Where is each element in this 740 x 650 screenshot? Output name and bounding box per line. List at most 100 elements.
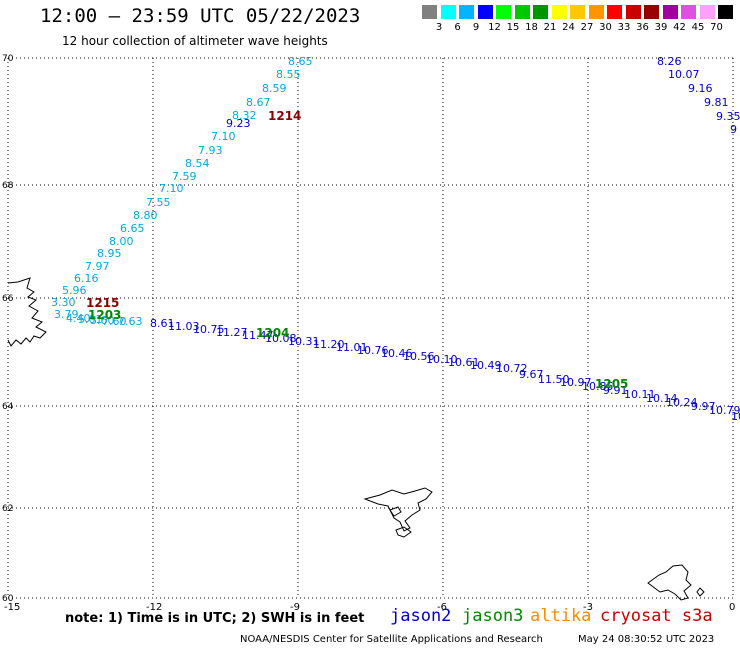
swh-value-blue: 10.08 <box>265 332 297 345</box>
pass-time-label: 1205 <box>595 377 628 391</box>
swh-value-blue: 10.07 <box>668 68 700 81</box>
swh-value-cyan: 7.60 <box>102 315 127 328</box>
scale-swatch <box>533 5 548 19</box>
swh-value-blue: 10.79 <box>709 404 740 417</box>
latitude-label: 60 <box>2 594 14 604</box>
scale-label: 15 <box>506 22 520 33</box>
swh-value-cyan: 7.97 <box>85 260 110 273</box>
swh-value-blue: 10 <box>731 410 740 423</box>
scale-label: 33 <box>617 22 631 33</box>
swh-value-cyan: 8.95 <box>97 247 122 260</box>
swh-value-blue: 10.10 <box>426 353 458 366</box>
swh-value-blue: 10.24 <box>666 396 698 409</box>
scale-swatch <box>514 5 530 19</box>
swh-value-blue: 11.01 <box>336 341 368 354</box>
longitude-labels: -15 -12 -9 -6 -3 0 <box>4 602 735 613</box>
swh-value-cyan: 7.63 <box>118 315 143 328</box>
swh-value-blue: 9.97 <box>691 400 716 413</box>
altimeter-tracks: 8.658.558.598.678.327.107.938.547.597.10… <box>51 55 740 423</box>
generated-timestamp: May 24 08:30:52 UTC 2023 <box>578 634 715 645</box>
longitude-label: -3 <box>583 602 593 613</box>
pass-time-label: 1214 <box>268 109 301 123</box>
swh-value-blue: 10.75 <box>193 323 225 336</box>
swh-value-blue: 10.46 <box>381 347 413 360</box>
swh-value-cyan: 7.93 <box>198 144 223 157</box>
iceland-east-coast <box>7 277 47 347</box>
faroe-islands <box>363 487 433 532</box>
scale-label: 45 <box>691 22 705 33</box>
latitude-labels: 70 68 66 64 62 60 <box>2 54 14 604</box>
swh-value-cyan: 5.01 <box>78 313 103 326</box>
legend-jason2: jason2 <box>390 606 452 626</box>
scale-label: 6 <box>454 22 461 33</box>
legend-cryosat: cryosat s3a <box>600 606 713 626</box>
swh-value-blue: 10.76 <box>357 344 389 357</box>
swh-value-cyan: 6.65 <box>120 222 145 235</box>
swh-value-cyan: 8.00 <box>109 235 134 248</box>
swh-value-blue: 10.72 <box>496 362 528 375</box>
swh-value-blue: 9.91 <box>603 384 628 397</box>
page-title: 12:00 — 23:59 UTC 05/22/2023 <box>40 5 361 27</box>
longitude-label: -15 <box>4 602 20 613</box>
swh-value-cyan: 8.54 <box>185 157 210 170</box>
latitude-label: 64 <box>2 402 14 412</box>
swh-value-cyan: 4.40 <box>66 312 91 325</box>
page-subtitle: 12 hour collection of altimeter wave hei… <box>62 34 328 48</box>
latitude-label: 62 <box>2 504 13 514</box>
faroe-islet-2 <box>389 506 402 517</box>
coastlines <box>7 277 705 601</box>
scale-label: 3 <box>435 22 443 33</box>
swh-value-cyan: 7.10 <box>211 130 236 143</box>
swh-value-cyan: 8.67 <box>246 96 271 109</box>
scale-label: 12 <box>488 22 501 33</box>
swh-value-cyan: 3.30 <box>51 296 76 309</box>
swh-value-blue: 11.03 <box>168 320 200 333</box>
scale-swatch <box>440 5 456 19</box>
scale-label: 9 <box>472 22 480 33</box>
swh-value-cyan: 8.65 <box>288 55 313 68</box>
scale-label: 27 <box>580 22 594 33</box>
swh-value-blue: 10.49 <box>470 359 502 372</box>
pass-time-label: 1215 <box>86 296 119 310</box>
latitude-label: 66 <box>2 294 14 304</box>
scale-swatch <box>625 5 641 19</box>
swh-value-cyan: 3.79 <box>54 308 79 321</box>
scale-swatch <box>496 5 511 19</box>
scale-swatch <box>662 5 678 19</box>
scale-swatch <box>681 5 696 19</box>
swh-value-blue: 9.67 <box>519 368 544 381</box>
longitude-label: 0 <box>729 602 735 613</box>
pass-time-label: 1203 <box>88 308 121 322</box>
scale-swatch <box>459 5 474 19</box>
scale-swatch <box>644 5 659 19</box>
swh-value-cyan: 5.60 <box>90 314 115 327</box>
longitude-label: -12 <box>146 602 162 613</box>
scale-label: 24 <box>562 22 575 33</box>
swh-value-cyan: 8.59 <box>262 82 287 95</box>
credit-line: NOAA/NESDIS Center for Satellite Applica… <box>240 634 543 645</box>
swh-value-blue: 10.14 <box>646 392 678 405</box>
scale-swatch <box>588 5 604 19</box>
scale-swatch <box>477 5 493 19</box>
swh-value-blue: 8.61 <box>150 317 175 330</box>
swh-value-blue: 10.11 <box>624 388 656 401</box>
swh-value-cyan: 7.59 <box>172 170 197 183</box>
swh-value-blue: 11.47 <box>242 329 274 342</box>
latitude-label: 68 <box>2 181 14 191</box>
swh-value-blue: 10.61 <box>448 356 480 369</box>
units-note: note: 1) Time is in UTC; 2) SWH is in fe… <box>65 611 365 626</box>
swh-value-blue: 10.31 <box>288 335 320 348</box>
swh-value-blue: 8.26 <box>657 55 682 68</box>
swh-value-blue: 10.97 <box>560 376 592 389</box>
scale-swatch <box>607 5 622 19</box>
swh-value-blue: 9.16 <box>688 82 713 95</box>
swh-value-blue: 9.23 <box>226 117 251 130</box>
scale-label: 18 <box>525 22 538 33</box>
swh-value-blue: 9.35 <box>716 110 740 123</box>
swh-value-cyan: 7.55 <box>146 196 171 209</box>
swh-value-blue: 9 <box>730 123 737 136</box>
swh-value-blue: 10.56 <box>403 350 435 363</box>
scale-swatch <box>422 5 437 19</box>
scale-label: 42 <box>673 22 686 33</box>
